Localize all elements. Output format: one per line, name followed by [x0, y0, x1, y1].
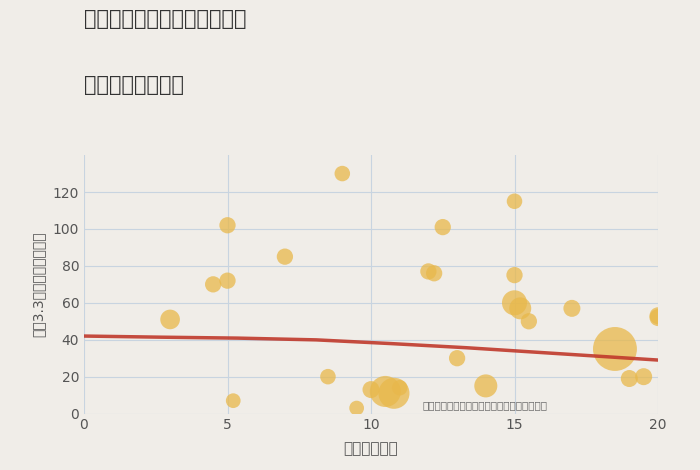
Point [207, 281, 218, 288]
Point [509, 271, 520, 279]
Point [394, 384, 405, 392]
Point [652, 312, 664, 320]
Point [423, 267, 434, 275]
Text: 円の大きさは、取引のあった物件面積を示す: 円の大きさは、取引のあった物件面積を示す [423, 400, 547, 410]
Point [566, 305, 578, 312]
Point [609, 345, 621, 352]
Point [379, 388, 391, 395]
Point [480, 382, 491, 390]
Point [652, 314, 664, 321]
Point [509, 197, 520, 205]
Point [323, 373, 334, 380]
X-axis label: 駅距離（分）: 駅距離（分） [344, 441, 398, 456]
Point [624, 375, 635, 382]
Point [524, 318, 535, 325]
Point [222, 277, 233, 284]
Point [337, 170, 348, 177]
Point [279, 253, 290, 260]
Point [365, 386, 377, 393]
Y-axis label: 坪（3.3㎡）単価（万円）: 坪（3.3㎡）単価（万円） [32, 232, 46, 337]
Point [164, 316, 176, 323]
Point [351, 404, 363, 412]
Text: 駅距離別土地価格: 駅距離別土地価格 [84, 75, 184, 95]
Point [428, 269, 440, 277]
Text: 埼玉県比企郡鳩山町大豆戸の: 埼玉県比企郡鳩山町大豆戸の [84, 9, 246, 30]
Point [222, 221, 233, 229]
Point [638, 373, 650, 380]
Point [437, 223, 449, 231]
Point [452, 354, 463, 362]
Point [228, 397, 239, 404]
Point [389, 390, 400, 397]
Point [514, 305, 526, 312]
Point [509, 299, 520, 306]
